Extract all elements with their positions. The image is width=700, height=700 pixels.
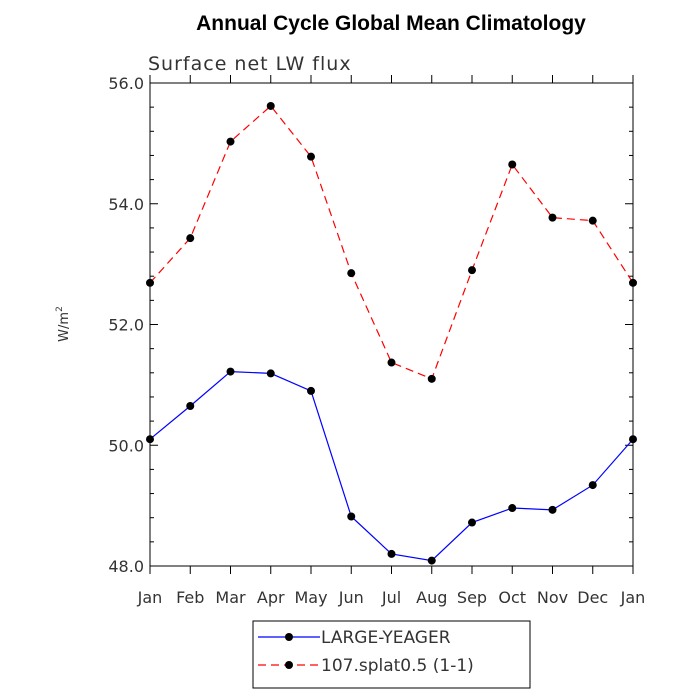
data-point — [387, 358, 396, 367]
data-point — [347, 269, 356, 278]
data-point — [468, 518, 476, 527]
data-point — [307, 386, 315, 395]
data-point — [427, 556, 436, 565]
x-tick-label: Jun — [338, 588, 364, 607]
plot-frame — [149, 82, 634, 567]
x-tick-label: Feb — [176, 588, 204, 607]
y-tick-label: 48.0 — [108, 557, 144, 576]
y-axis-label: W/m2 — [55, 306, 72, 342]
data-point — [508, 160, 517, 169]
x-tick-label: Jan — [620, 588, 646, 607]
y-axis-label-unit: W/m — [57, 312, 72, 342]
y-tick-labels: 48.0 50.0 52.0 54.0 56.0 — [108, 74, 144, 576]
data-point — [146, 278, 154, 287]
x-tick-label: Aug — [416, 588, 447, 607]
data-point — [186, 234, 195, 243]
legend-label: 107.splat0.5 (1-1) — [321, 656, 474, 676]
legend-marker — [285, 633, 293, 641]
series-group — [146, 101, 637, 565]
chart-title: Annual Cycle Global Mean Climatology — [196, 12, 586, 35]
legend-marker — [285, 661, 293, 669]
data-point — [266, 369, 275, 378]
legend-label: LARGE-YEAGER — [321, 628, 451, 648]
x-tick-label: Jan — [137, 588, 163, 607]
y-tick-label: 54.0 — [108, 195, 144, 214]
data-point — [548, 505, 557, 514]
data-point — [629, 278, 637, 287]
y-tick-label: 50.0 — [108, 436, 144, 455]
x-tick-label: Mar — [215, 588, 246, 607]
data-point — [226, 137, 235, 146]
data-point — [588, 481, 597, 490]
series-line — [149, 105, 634, 380]
legend-box — [252, 620, 531, 689]
x-tick-label: Dec — [577, 588, 608, 607]
x-tick-label: Jul — [381, 588, 401, 607]
y-tick-label: 52.0 — [108, 316, 144, 335]
data-point — [266, 101, 275, 110]
data-point — [629, 435, 637, 444]
data-point — [548, 213, 557, 222]
data-point — [468, 266, 476, 275]
data-point — [427, 374, 436, 383]
data-point — [226, 367, 235, 376]
x-tick-label: Apr — [257, 588, 285, 607]
data-point — [186, 402, 195, 411]
x-tick-label: Sep — [457, 588, 487, 607]
y-axis-label-superscript: 2 — [55, 306, 65, 312]
x-tick-label: May — [294, 588, 327, 607]
x-tick-labels: Jan Feb Mar Apr May Jun Jul Aug Sep Oct Nov Dec Jan — [137, 588, 646, 607]
series-line — [149, 370, 634, 562]
data-point — [588, 216, 597, 225]
x-tick-label: Nov — [537, 588, 568, 607]
data-point — [146, 435, 154, 444]
legend: LARGE-YEAGER 107.splat0.5 (1-1) — [258, 628, 474, 676]
x-tick-label: Oct — [498, 588, 526, 607]
data-point — [387, 549, 396, 558]
chart-subtitle: Surface net LW flux — [148, 53, 352, 75]
data-point — [347, 512, 356, 521]
data-point — [508, 504, 517, 513]
data-point — [307, 152, 315, 161]
y-tick-label: 56.0 — [108, 74, 144, 93]
axis-ticks — [149, 75, 634, 574]
